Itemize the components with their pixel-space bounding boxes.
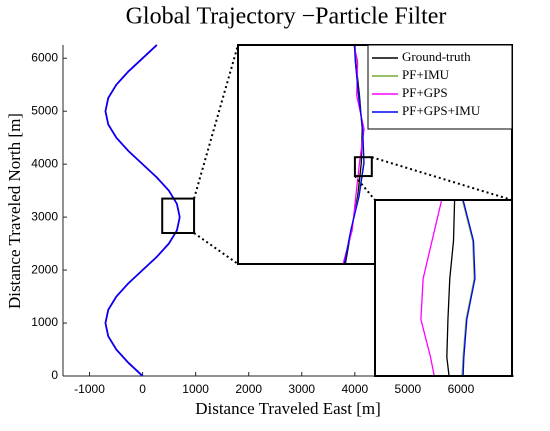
x-tick-label: 2000 [235, 382, 262, 396]
series-line [343, 44, 365, 265]
y-tick-label: 6000 [31, 50, 58, 64]
y-axis-label: Distance Traveled North [m] [5, 113, 24, 309]
x-tick-label: 4000 [341, 382, 368, 396]
x-tick-label: 6000 [448, 382, 475, 396]
y-tick-label: 0 [51, 368, 58, 382]
series-line [461, 199, 475, 377]
y-tick-label: 1000 [31, 315, 58, 329]
x-tick-label: 3000 [288, 382, 315, 396]
x-tick-label: 5000 [395, 382, 422, 396]
zoom-connector [354, 175, 376, 201]
inset-background [375, 200, 512, 376]
inset-frame [374, 199, 513, 377]
y-tick-label: 4000 [31, 156, 58, 170]
legend-label: PF+GPS [402, 85, 448, 100]
series-line [104, 44, 181, 377]
series-line [420, 199, 443, 377]
zoom-connector [193, 44, 239, 199]
legend-label: Ground-truth [402, 49, 471, 64]
y-tick-label: 5000 [31, 103, 58, 117]
legend-box [367, 44, 513, 130]
zoom-box [353, 156, 373, 178]
series-line [104, 44, 181, 377]
legend-label: PF+IMU [402, 67, 450, 82]
x-tick-label: 1000 [182, 382, 209, 396]
series-line [446, 199, 456, 377]
series-line [104, 44, 181, 377]
series-line [462, 199, 476, 377]
zoom-connector [193, 232, 239, 265]
y-tick-label: 2000 [31, 262, 58, 276]
x-tick-label: -1000 [74, 382, 105, 396]
chart-title: Global Trajectory −Particle Filter [126, 4, 447, 30]
x-tick-label: 0 [139, 382, 146, 396]
y-tick-label: 3000 [31, 209, 58, 223]
x-axis-label: Distance Traveled East [m] [195, 399, 381, 418]
zoom-box [161, 197, 196, 235]
series-line [104, 44, 181, 377]
legend-label: PF+GPS+IMU [402, 103, 481, 118]
